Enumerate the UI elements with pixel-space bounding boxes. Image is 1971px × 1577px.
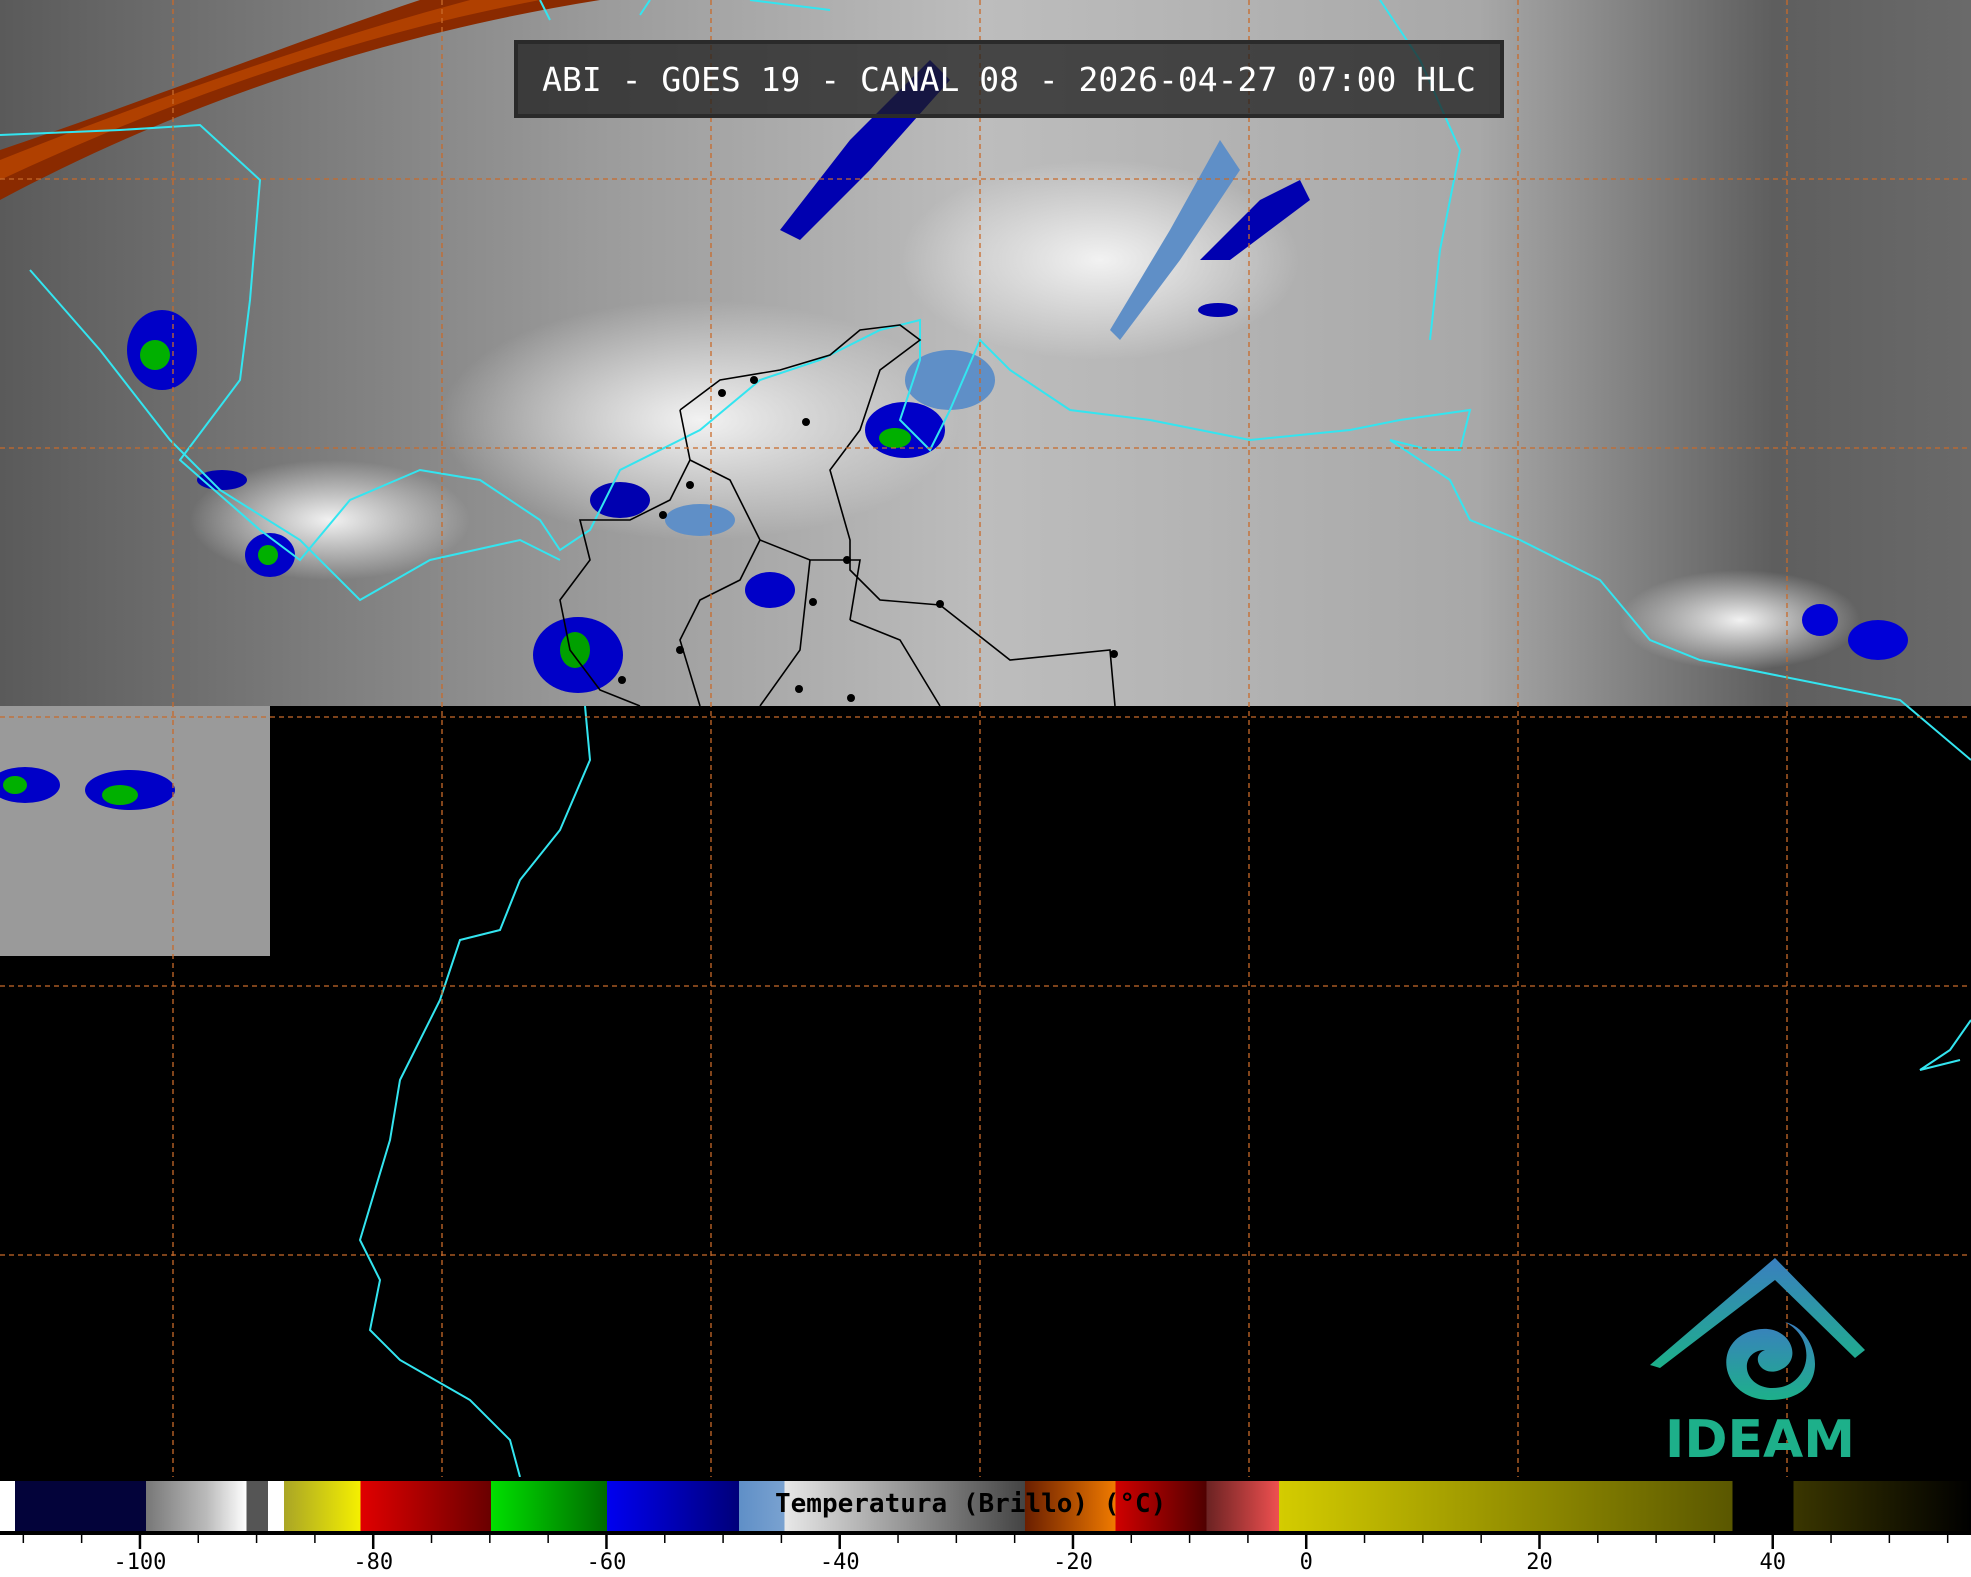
- tick-label: -60: [586, 1550, 627, 1575]
- tick-label: 20: [1526, 1550, 1553, 1575]
- colorbar-ticks: [22, 1535, 1949, 1549]
- colorbar-strip: [0, 1481, 1971, 1531]
- tick-label: -20: [1053, 1550, 1093, 1575]
- temperature-colorbar: Temperatura (Brillo) (°C): [0, 1477, 1971, 1535]
- tick-label: -40: [819, 1550, 860, 1575]
- cities: [618, 376, 1118, 702]
- colorbar-axis: -100 -80 -60 -40 -20 0 20 40: [0, 1535, 1971, 1577]
- ideam-logo-icon: [1650, 1258, 1865, 1400]
- tick-label: 40: [1759, 1550, 1786, 1575]
- ideam-logo-text: IDEAM: [1664, 1410, 1856, 1470]
- map-title: ABI - GOES 19 - CANAL 08 - 2026-04-27 07…: [542, 59, 1476, 99]
- tick-label: -100: [113, 1550, 167, 1575]
- political-borders: [559, 324, 1116, 707]
- ideam-logo: IDEAM: [1640, 1250, 1880, 1472]
- tick-label: -80: [353, 1550, 394, 1575]
- title-banner: ABI - GOES 19 - CANAL 08 - 2026-04-27 07…: [514, 40, 1504, 118]
- tick-label: 0: [1299, 1550, 1313, 1575]
- satellite-map: [0, 0, 1971, 1477]
- colorbar-label: Temperatura (Brillo) (°C): [775, 1489, 1167, 1519]
- lat-lon-grid: [0, 0, 1971, 1477]
